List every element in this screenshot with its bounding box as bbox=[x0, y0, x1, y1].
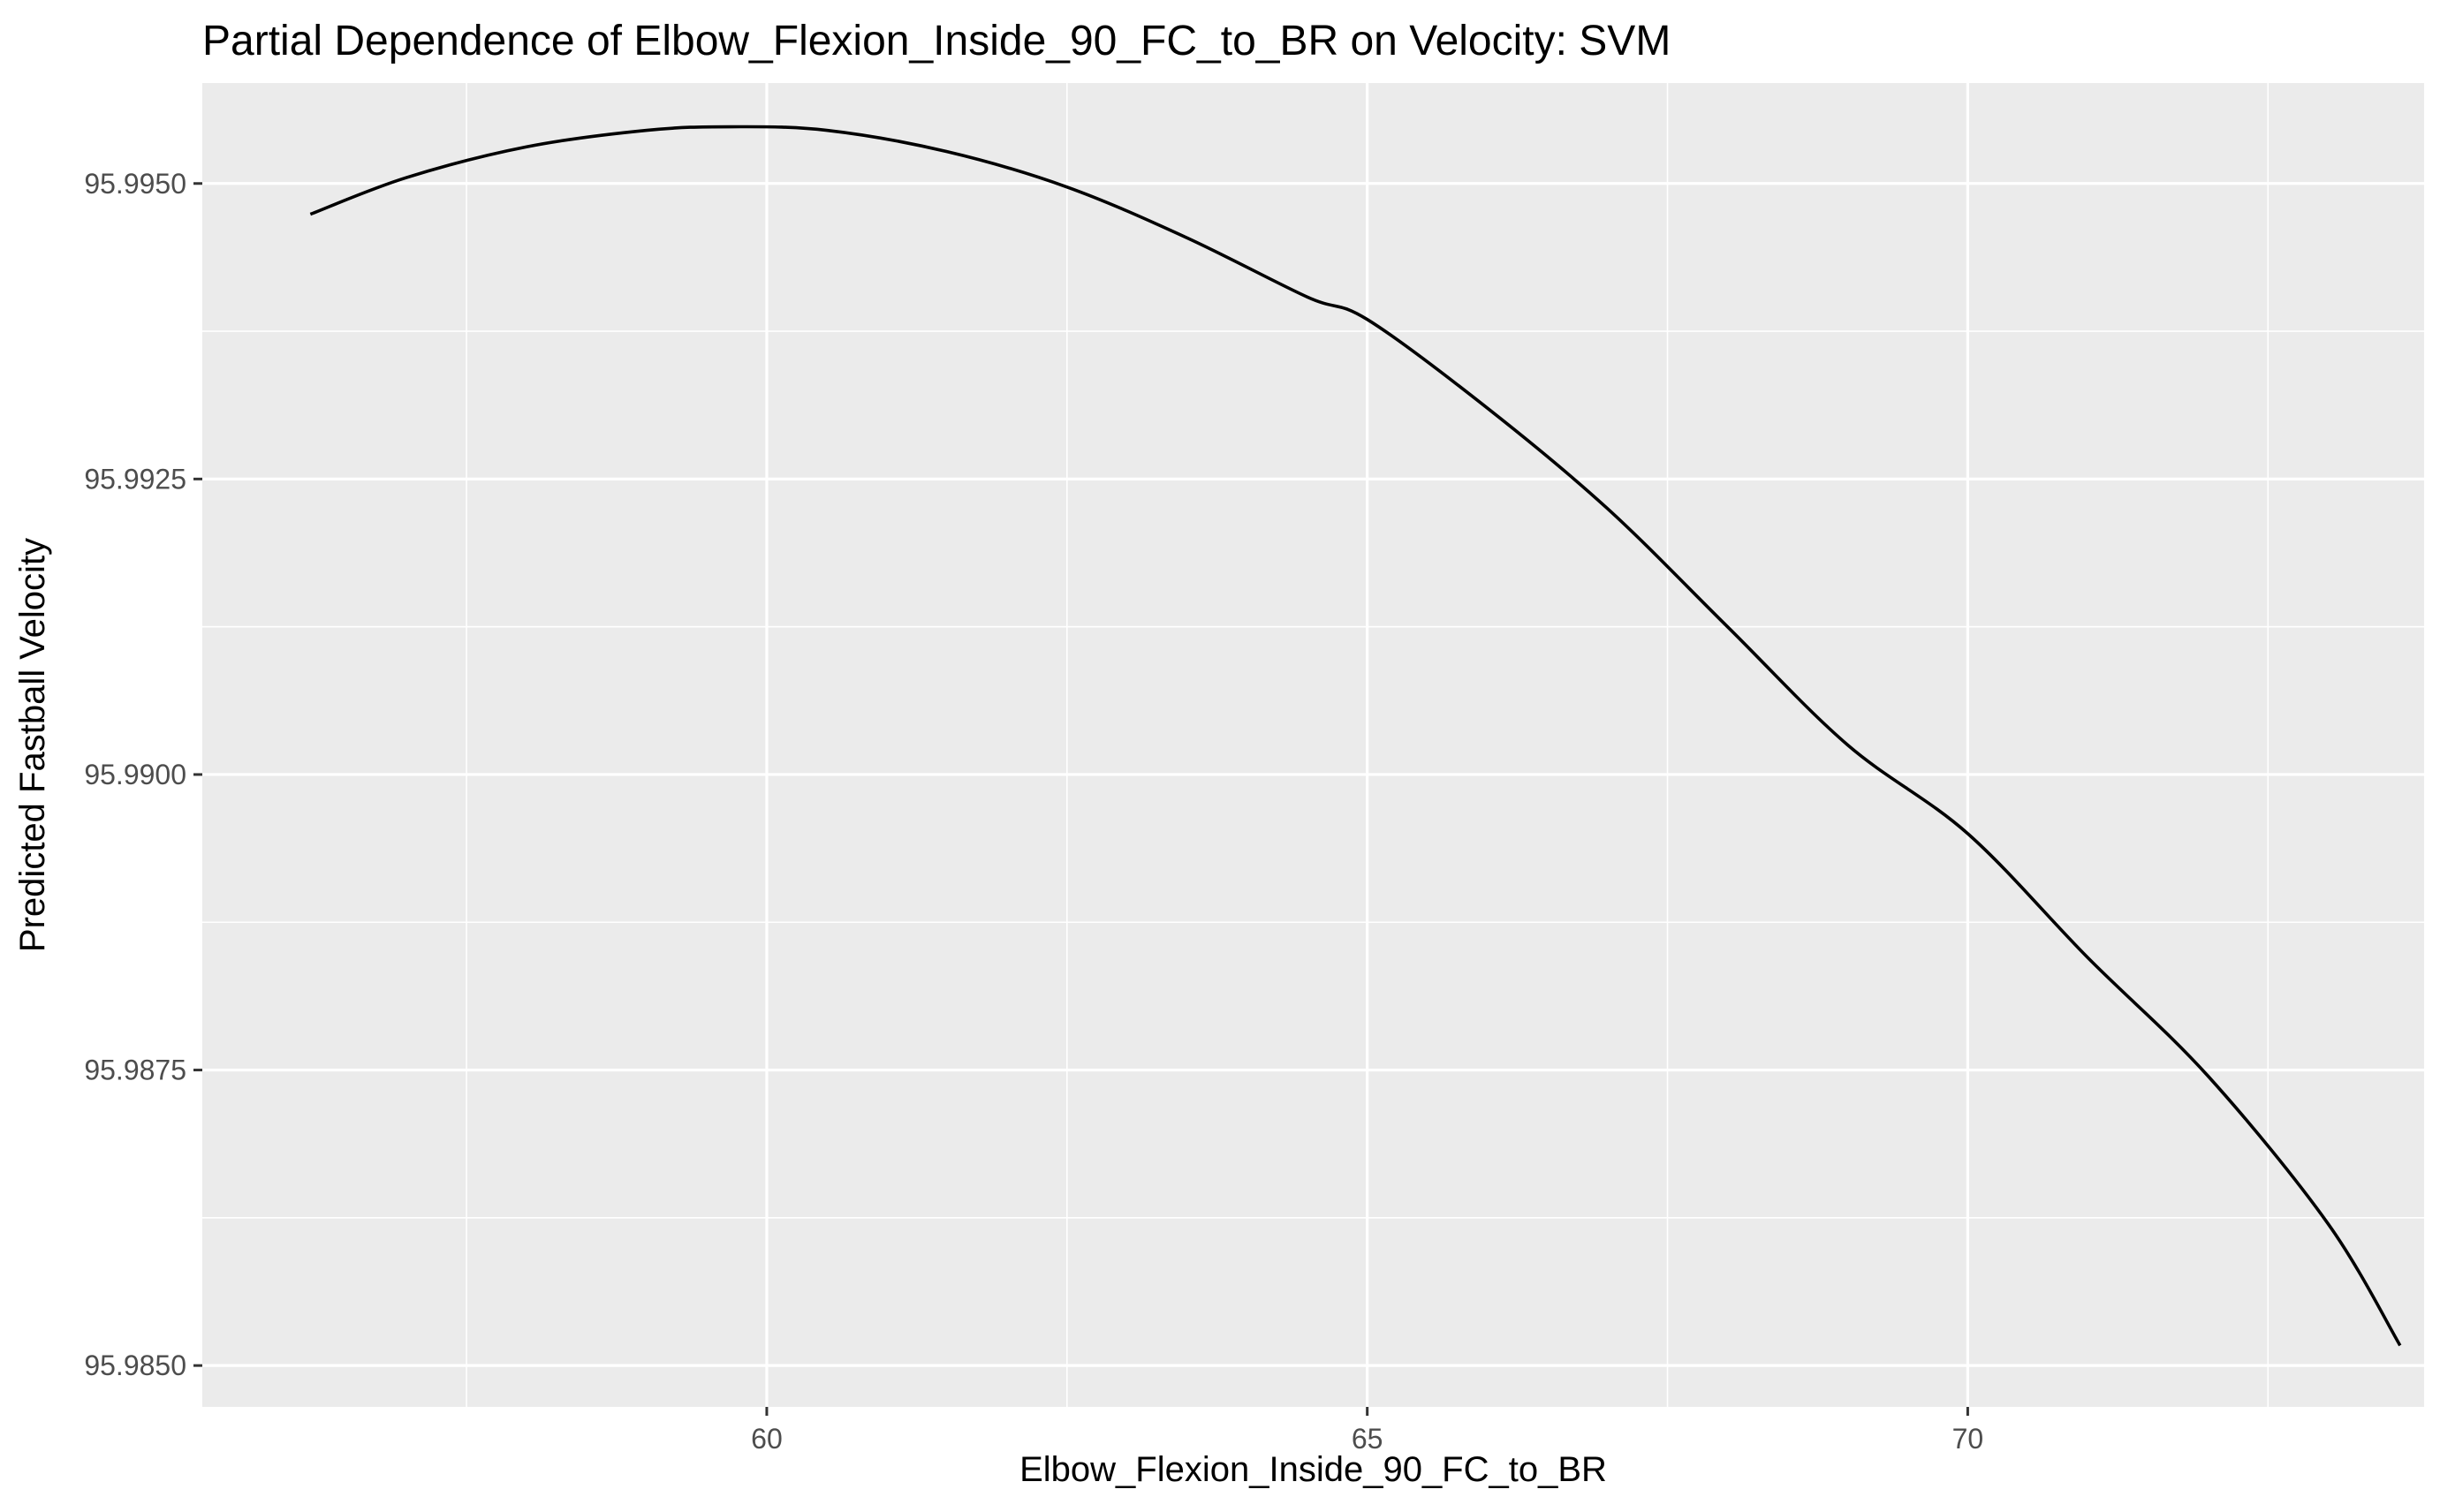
x-axis-title: Elbow_Flexion_Inside_90_FC_to_BR bbox=[1019, 1450, 1607, 1489]
series-line bbox=[309, 125, 2402, 1347]
grid-major bbox=[202, 83, 2424, 1407]
y-axis: 95.9850 95.9875 95.9900 95.9925 95.9950 bbox=[84, 168, 202, 1381]
x-axis: 60 65 70 bbox=[751, 1407, 1983, 1455]
plot-panel bbox=[202, 83, 2424, 1407]
y-tick-label: 95.9900 bbox=[84, 759, 186, 790]
y-tick-label: 95.9850 bbox=[84, 1349, 186, 1381]
grid-minor bbox=[202, 83, 2424, 1407]
chart-title: Partial Dependence of Elbow_Flexion_Insi… bbox=[202, 18, 1671, 64]
y-tick-label: 95.9875 bbox=[84, 1055, 186, 1086]
y-axis-title: Predicted Fastball Velocity bbox=[13, 538, 52, 952]
y-tick-label: 95.9950 bbox=[84, 168, 186, 200]
x-tick-label: 70 bbox=[1952, 1423, 1984, 1455]
y-tick-label: 95.9925 bbox=[84, 463, 186, 495]
x-tick-label: 65 bbox=[1352, 1423, 1383, 1455]
x-tick-label: 60 bbox=[751, 1423, 783, 1455]
